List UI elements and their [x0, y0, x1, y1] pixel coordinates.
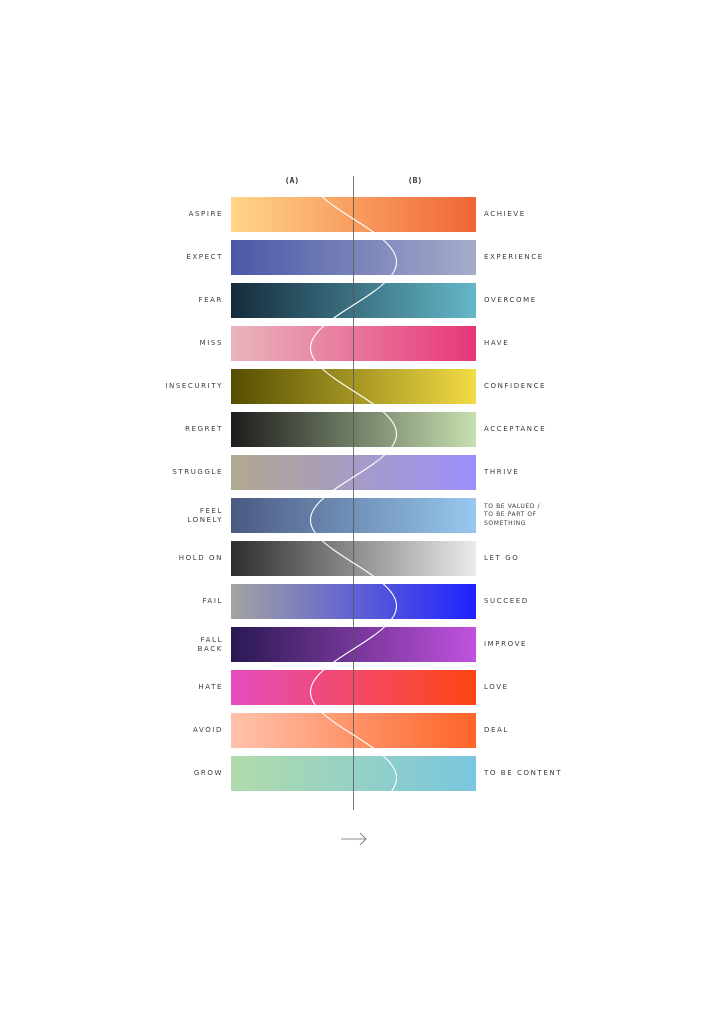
label-a: ASPIRE [188, 210, 223, 218]
label-a: HATE [198, 683, 223, 691]
label-a: AVOID [193, 726, 223, 734]
sine-wave-line [309, 175, 398, 811]
label-a: FAIL [202, 597, 223, 605]
label-b: THRIVE [484, 468, 520, 476]
label-b: HAVE [484, 339, 510, 347]
label-a: REGRET [185, 425, 223, 433]
label-b: OVERCOME [484, 296, 537, 304]
label-b: CONFIDENCE [484, 382, 547, 390]
label-a: HOLD ON [178, 554, 223, 562]
label-a: INSECURITY [165, 382, 223, 390]
label-a: STRUGGLE [172, 468, 223, 476]
label-a: FEEL LONELY [187, 506, 223, 524]
label-a: EXPECT [186, 253, 223, 261]
label-b: EXPERIENCE [484, 253, 544, 261]
label-a: FEAR [198, 296, 223, 304]
label-a: MISS [199, 339, 223, 347]
column-a-header: (A) [284, 176, 300, 185]
label-b: ACCEPTANCE [484, 425, 547, 433]
label-b: ACHIEVE [484, 210, 526, 218]
column-b-header: (B) [407, 176, 423, 185]
label-b: LOVE [484, 683, 509, 691]
label-b: DEAL [484, 726, 509, 734]
label-b: TO BE VALUED / TO BE PART OF SOMETHING [484, 502, 541, 527]
label-a: FALL BACK [197, 635, 223, 653]
label-b: LET GO [484, 554, 520, 562]
label-a: GROW [193, 769, 223, 777]
label-b: TO BE CONTENT [484, 769, 563, 777]
arrow-right-icon [341, 832, 367, 846]
label-b: SUCCEED [484, 597, 529, 605]
label-b: IMPROVE [484, 640, 527, 648]
